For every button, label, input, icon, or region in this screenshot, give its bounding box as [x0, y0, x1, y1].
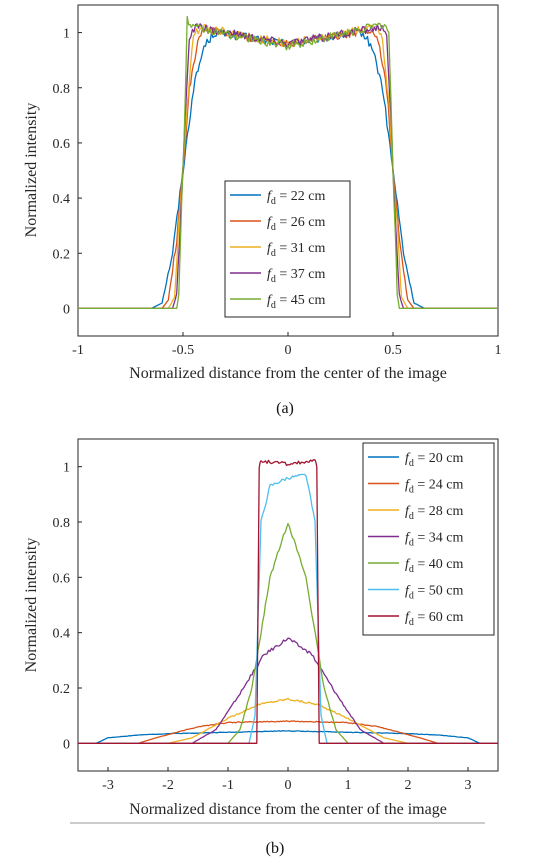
series-line-45-cm [78, 15, 498, 310]
legend-entry: fd = 28 cm [405, 504, 464, 522]
x-tick-label: 0.5 [384, 343, 402, 358]
legend-entry: fd = 20 cm [405, 451, 464, 469]
caption-a: (a) [276, 400, 294, 417]
y-tick-label: 1 [63, 461, 70, 476]
axes-ticks-b: -3 -2 -1 0 1 2 3 0 0.2 0.4 0.6 0.8 1 [53, 461, 472, 793]
y-axis-label-a: Normalized intensity [23, 103, 40, 238]
legend-entry: fd = 34 cm [405, 531, 464, 549]
x-tick-label: 0 [285, 343, 292, 358]
legend-entry: fd = 45 cm [267, 293, 326, 311]
legend-entry: fd = 37 cm [267, 267, 326, 285]
legend-a: fd = 22 cm fd = 26 cm fd = 31 cm fd = 37 cm… [224, 180, 351, 318]
series-line-20-cm [78, 730, 498, 744]
y-tick-label: 0 [63, 302, 70, 317]
series-line-60-cm [78, 459, 498, 744]
x-tick-label: -3 [102, 778, 114, 793]
x-tick-label: -0.5 [172, 343, 194, 358]
legend-entry: fd = 40 cm [405, 557, 464, 575]
axes-ticks-a: -1 -0.5 0 0.5 1 0 0.2 0.4 0.6 0.8 1 [53, 27, 502, 358]
legend-box [362, 442, 495, 636]
legend-entry: fd = 22 cm [267, 189, 326, 207]
y-tick-label: 0.8 [53, 82, 71, 97]
legend-box [224, 180, 351, 318]
y-tick-label: 0.4 [53, 192, 71, 207]
legend-entry: fd = 60 cm [405, 610, 464, 628]
legend-entry: fd = 26 cm [267, 215, 326, 233]
series-line-24-cm [78, 720, 498, 744]
y-tick-label: 0.8 [53, 516, 71, 531]
y-axis-label-b: Normalized intensity [23, 538, 40, 673]
legend-entry: fd = 31 cm [267, 241, 326, 259]
y-tick-label: 0 [63, 737, 70, 752]
y-tick-label: 1 [63, 27, 70, 42]
x-axis-label-a: Normalized distance from the center of t… [129, 365, 447, 382]
x-tick-label: 0 [285, 778, 292, 793]
y-tick-label: 0.2 [53, 682, 71, 697]
series-lines-a [78, 15, 498, 310]
x-axis-label-b: Normalized distance from the center of t… [129, 801, 447, 818]
y-tick-label: 0.2 [53, 247, 71, 262]
x-tick-label: -2 [162, 778, 174, 793]
x-tick-label: 1 [495, 343, 502, 358]
series-lines-b [78, 459, 498, 744]
x-tick-label: 1 [345, 778, 352, 793]
y-tick-label: 0.4 [53, 627, 71, 642]
caption-b: (b) [266, 840, 285, 857]
legend-entry: fd = 24 cm [405, 478, 464, 496]
x-tick-label: 2 [405, 778, 412, 793]
y-tick-label: 0.6 [53, 571, 71, 586]
x-tick-label: -1 [222, 778, 234, 793]
legend-entry: fd = 50 cm [405, 584, 464, 602]
x-tick-label: 3 [465, 778, 472, 793]
legend-b: fd = 20 cm fd = 24 cm fd = 28 cm fd = 34 cm… [362, 442, 495, 636]
y-tick-label: 0.6 [53, 137, 71, 152]
x-tick-label: -1 [72, 343, 84, 358]
